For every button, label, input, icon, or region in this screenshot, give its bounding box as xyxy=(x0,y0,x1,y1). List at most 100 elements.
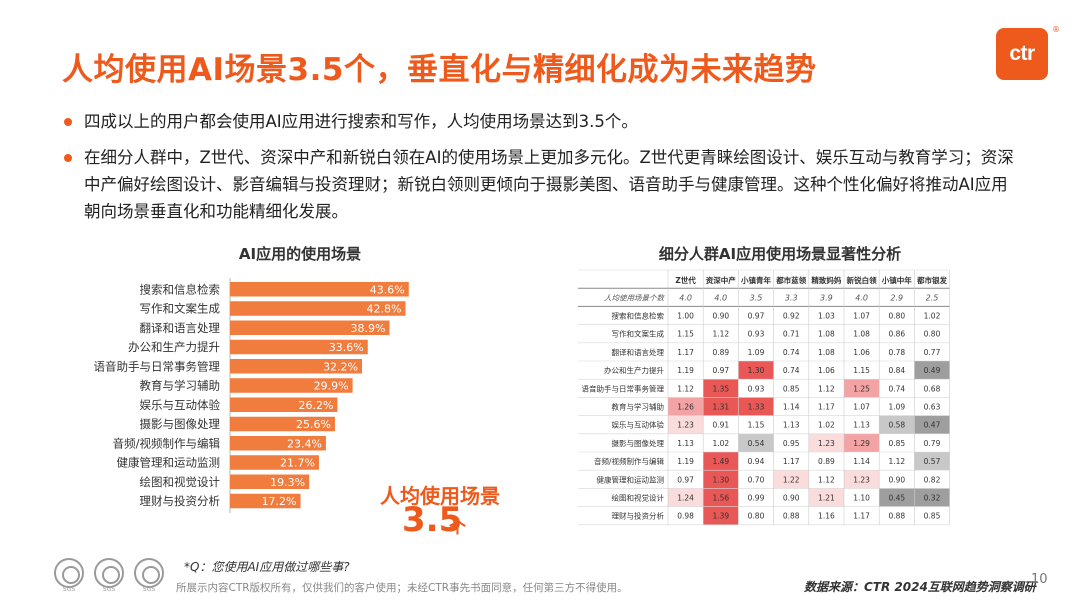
heatmap-cell xyxy=(914,452,950,471)
heatmap-cell xyxy=(808,306,844,325)
page-number: 10 xyxy=(1031,572,1048,587)
bar-category-label: 娱乐与互动体验 xyxy=(140,398,221,412)
heatmap-cell xyxy=(879,452,915,471)
heatmap-cell xyxy=(914,470,950,489)
bar-value-label: 38.9% xyxy=(351,322,386,335)
heatmap-cell xyxy=(914,342,950,361)
heatmap-summary-value: 4.0 xyxy=(855,293,868,302)
heatmap-value: 1.12 xyxy=(818,475,835,484)
bar xyxy=(230,416,335,432)
bar xyxy=(230,339,368,355)
heatmap-cell xyxy=(668,306,704,325)
heatmap-value: 0.82 xyxy=(924,475,941,484)
bar-category-label: 翻译和语言处理 xyxy=(140,321,221,335)
heatmap-cell xyxy=(844,415,880,434)
heatmap-cell xyxy=(844,306,880,325)
heatmap-row-label: 绘图和视觉设计 xyxy=(612,493,665,503)
heatmap-value: 1.30 xyxy=(748,366,765,375)
heatmap-cell xyxy=(879,433,915,452)
heatmap-value: 0.90 xyxy=(888,475,905,484)
callout-value: 3.5 xyxy=(402,500,463,540)
heatmap-value: 1.08 xyxy=(818,348,835,357)
heatmap-cell xyxy=(773,415,809,434)
heatmap-cell xyxy=(668,452,704,471)
heatmap-value: 0.97 xyxy=(748,312,765,321)
page-title: 人均使用AI场景3.5个，垂直化与精细化成为未来趋势 xyxy=(62,52,817,88)
bar xyxy=(230,282,409,297)
heatmap-cell xyxy=(738,415,774,434)
heatmap-cell xyxy=(668,488,704,507)
copyright-notice: 所展示内容CTR版权所有，仅供我们的客户使用；未经CTR事先书面同意，任何第三方… xyxy=(176,582,628,594)
heatmap-value: 0.90 xyxy=(783,494,800,503)
heatmap-cell xyxy=(879,397,915,416)
heatmap-cell xyxy=(703,433,739,452)
heatmap-cell xyxy=(844,342,880,361)
heatmap-cell xyxy=(879,506,915,525)
heatmap-value: 1.15 xyxy=(748,421,765,430)
heatmap-cell xyxy=(703,488,739,507)
heatmap-cell xyxy=(703,452,739,471)
heatmap-value: 0.80 xyxy=(748,512,765,521)
heatmap-row-label: 翻译和语言处理 xyxy=(612,347,665,357)
heatmap-value: 0.85 xyxy=(924,512,941,521)
heatmap-value: 0.88 xyxy=(888,512,905,521)
heatmap-value: 1.23 xyxy=(818,439,835,448)
bar-category-label: 音频/视频制作与编辑 xyxy=(113,436,221,450)
heatmap-column-header: 小镇中年 xyxy=(882,275,912,285)
bar-value-label: 19.3% xyxy=(270,476,305,489)
heatmap-cell xyxy=(738,506,774,525)
heatmap-cell xyxy=(773,306,809,325)
bullet-dot-icon xyxy=(64,118,72,126)
heatmap-cell xyxy=(844,452,880,471)
bar-category-label: 摄影与图像处理 xyxy=(140,417,221,431)
heatmap-cell xyxy=(703,470,739,489)
heatmap-value: 1.09 xyxy=(888,403,905,412)
heatmap-value: 1.23 xyxy=(677,421,694,430)
heatmap-value: 1.07 xyxy=(853,403,870,412)
heatmap-row-label: 办公和生产力提升 xyxy=(604,365,664,375)
heatmap-cell xyxy=(914,488,950,507)
heatmap-value: 0.93 xyxy=(748,384,765,393)
bar-value-label: 17.2% xyxy=(262,495,297,508)
heatmap-cell xyxy=(879,361,915,380)
bar xyxy=(230,436,326,451)
data-source: 数据来源：CTR 2024互联网趋势洞察调研 xyxy=(804,580,1036,594)
heatmap-cell xyxy=(668,379,704,398)
heatmap-value: 0.85 xyxy=(888,439,905,448)
heatmap-value: 0.84 xyxy=(888,366,905,375)
heatmap-cell xyxy=(703,379,739,398)
heatmap-value: 0.32 xyxy=(924,494,941,503)
heatmap-cell xyxy=(808,452,844,471)
heatmap-value: 1.10 xyxy=(853,494,870,503)
heatmap-cell xyxy=(879,306,915,325)
heatmap-value: 0.94 xyxy=(748,457,765,466)
heatmap-value: 1.30 xyxy=(712,475,729,484)
bar-value-label: 32.2% xyxy=(323,360,358,373)
heatmap-cell xyxy=(668,361,704,380)
heatmap-cell xyxy=(844,397,880,416)
heatmap-cell xyxy=(738,452,774,471)
bar xyxy=(230,301,406,316)
heatmap-cell xyxy=(844,324,880,343)
bar xyxy=(230,359,363,374)
heatmap-cell xyxy=(773,324,809,343)
bar-category-label: 语音助手与日常事务管理 xyxy=(94,359,221,373)
heatmap-cell xyxy=(879,470,915,489)
heatmap-value: 0.68 xyxy=(924,384,941,393)
heatmap-cell xyxy=(844,379,880,398)
callout-unit: 个 xyxy=(449,518,466,538)
bar-value-label: 43.6% xyxy=(370,283,405,296)
heatmap-column-header: Z世代 xyxy=(675,275,696,285)
bar-value-label: 33.6% xyxy=(329,341,364,354)
heatmap-value: 1.29 xyxy=(853,439,870,448)
heatmap-cell xyxy=(773,342,809,361)
heatmap-value: 1.17 xyxy=(783,457,800,466)
heatmap-cell xyxy=(808,488,844,507)
heatmap-summary-value: 3.5 xyxy=(750,293,763,302)
heatmap-value: 0.88 xyxy=(783,512,800,521)
heatmap-row-label: 搜索和信息检索 xyxy=(612,311,665,321)
heatmap-row-label: 健康管理和运动监测 xyxy=(597,474,665,484)
badge-label: SGS xyxy=(142,586,156,593)
heatmap-value: 1.02 xyxy=(712,439,729,448)
bar-value-label: 23.4% xyxy=(287,437,322,450)
